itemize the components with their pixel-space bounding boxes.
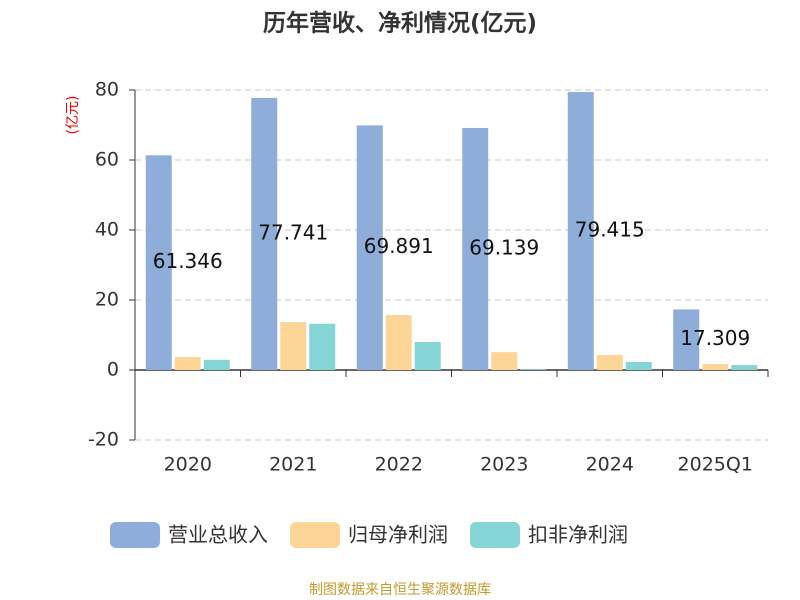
bar	[731, 365, 758, 370]
y-tick-label: 40	[95, 219, 119, 241]
bar	[203, 359, 230, 370]
y-tick-label: 80	[95, 79, 119, 101]
x-tick-label: 2022	[375, 454, 423, 476]
data-label: 79.415	[575, 218, 645, 242]
bar	[251, 97, 278, 371]
legend-label: 扣非净利润	[528, 523, 628, 547]
data-label: 17.309	[680, 326, 750, 350]
bar	[491, 352, 518, 370]
chart-title: 历年营收、净利情况(亿元)	[263, 10, 537, 37]
y-tick-label: -20	[88, 429, 119, 451]
x-tick-label: 2021	[269, 454, 317, 476]
x-tick-label: 2025Q1	[678, 454, 753, 476]
legend-label: 营业总收入	[168, 523, 268, 547]
bar	[567, 92, 594, 371]
y-tick-label: 60	[95, 149, 119, 171]
y-tick-label: 20	[95, 289, 119, 311]
data-label: 69.139	[469, 236, 539, 260]
data-label: 69.891	[364, 234, 434, 258]
x-tick-label: 2024	[586, 454, 634, 476]
bar	[520, 369, 547, 370]
y-tick-label: 0	[107, 359, 119, 381]
legend-swatch	[290, 522, 340, 548]
data-label: 61.346	[153, 249, 223, 273]
x-tick-label: 2023	[480, 454, 528, 476]
bar	[174, 357, 201, 370]
unit-label: (亿元)	[65, 96, 81, 135]
bar	[596, 354, 623, 370]
bar	[356, 125, 383, 370]
bar	[414, 342, 441, 370]
bar	[462, 128, 489, 370]
bar	[145, 155, 172, 370]
legend-swatch	[110, 522, 160, 548]
bar	[702, 364, 729, 370]
bar	[309, 323, 336, 370]
data-label: 77.741	[258, 220, 328, 244]
bar	[280, 322, 307, 370]
legend-swatch	[470, 522, 520, 548]
bar	[673, 309, 700, 370]
bar	[625, 361, 652, 370]
legend-label: 归母净利润	[348, 523, 448, 547]
x-tick-label: 2020	[164, 454, 212, 476]
bar	[385, 315, 412, 370]
source-note: 制图数据来自恒生聚源数据库	[309, 582, 491, 598]
